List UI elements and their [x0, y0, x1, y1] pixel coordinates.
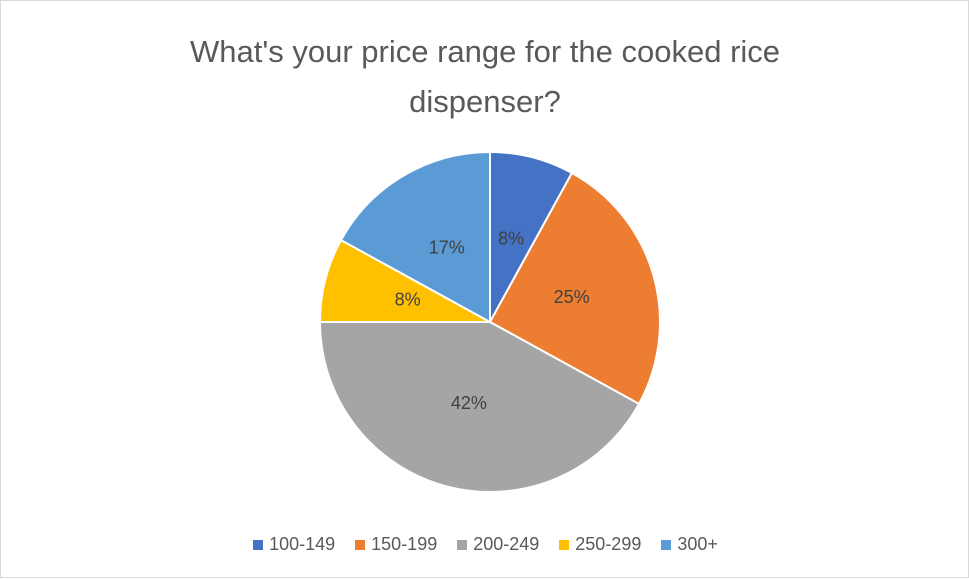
- legend-label: 250-299: [575, 534, 642, 554]
- pie-slice: [488, 171, 661, 406]
- legend: 100-149 150-199 200-249 250-299 300+: [1, 534, 969, 555]
- data-label: 42%: [451, 393, 487, 413]
- legend-item: 250-299: [559, 534, 641, 555]
- legend-label: 200-249: [473, 534, 540, 554]
- legend-item: 150-199: [355, 534, 437, 555]
- legend-item: 200-249: [457, 534, 539, 555]
- data-label: 25%: [554, 287, 590, 307]
- data-label: 8%: [498, 228, 524, 248]
- legend-label: 300+: [677, 534, 718, 554]
- pie-slice: [318, 321, 641, 493]
- legend-item: 300+: [661, 534, 718, 555]
- legend-swatch: [661, 539, 672, 550]
- chart-title: What's your price range for the cooked r…: [189, 34, 781, 119]
- legend-swatch: [457, 539, 468, 550]
- legend-label: 150-199: [371, 534, 438, 554]
- data-label: 17%: [429, 238, 465, 258]
- data-label: 8%: [395, 290, 421, 310]
- legend-swatch: [355, 539, 366, 550]
- pie-slice: [339, 150, 491, 324]
- legend-label: 100-149: [269, 534, 336, 554]
- legend-swatch: [253, 539, 264, 550]
- legend-swatch: [559, 539, 570, 550]
- legend-item: 100-149: [253, 534, 335, 555]
